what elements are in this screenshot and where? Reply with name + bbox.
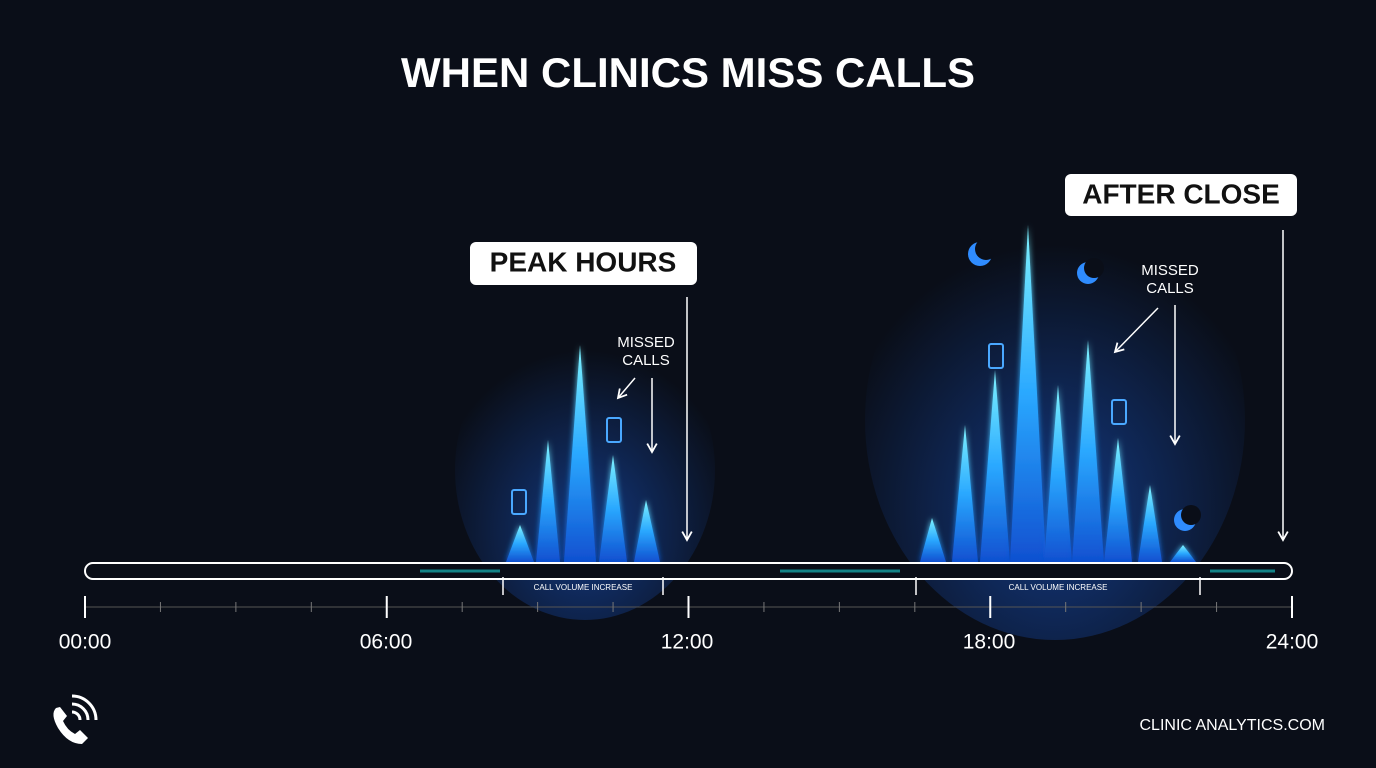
spike <box>1170 545 1196 562</box>
time-label: 00:00 <box>59 631 112 654</box>
spike <box>1072 340 1104 562</box>
note-line: MISSED <box>1141 262 1199 279</box>
ticks <box>84 596 1293 618</box>
moon-cut <box>1084 258 1104 278</box>
spike <box>506 525 534 562</box>
phone-logo <box>53 694 98 744</box>
moon-cut <box>975 238 997 260</box>
callout-box <box>470 242 697 285</box>
note-arrow <box>616 377 636 400</box>
timeline-bar <box>84 562 1293 580</box>
time-label: 06:00 <box>360 631 413 654</box>
spike <box>1138 485 1162 562</box>
callout-label: AFTER CLOSE <box>1082 178 1280 209</box>
spikes-after <box>920 225 1196 562</box>
note-line: MISSED <box>617 334 675 351</box>
spike <box>536 440 560 562</box>
note-line: CALLS <box>1146 280 1194 297</box>
footer: CLINIC ANALYTICS.COM <box>1139 717 1325 734</box>
spike <box>634 500 660 562</box>
spike <box>1044 385 1072 562</box>
spike <box>1010 225 1046 562</box>
icons <box>511 238 1201 531</box>
title: WHEN CLINICS MISS CALLS <box>401 49 975 96</box>
logo-handset <box>53 707 88 744</box>
phone-icon <box>988 343 1004 369</box>
range-label: CALL VOLUME INCREASE <box>534 583 633 592</box>
moon-cut <box>1181 505 1201 525</box>
callout-box <box>1065 174 1297 216</box>
time-label: 12:00 <box>661 631 714 654</box>
spike <box>980 370 1010 562</box>
note-line: CALLS <box>622 352 670 369</box>
logo-waves <box>71 694 98 721</box>
callout-label: PEAK HOURS <box>490 246 677 277</box>
spike <box>920 518 946 562</box>
spike <box>952 425 978 562</box>
range-label: CALL VOLUME INCREASE <box>1009 583 1108 592</box>
spike <box>599 455 627 562</box>
spikes-peak <box>506 345 660 562</box>
spike <box>1104 438 1132 562</box>
phone-icon <box>606 417 622 443</box>
time-label: 24:00 <box>1266 631 1319 654</box>
phone-icon <box>1111 399 1127 425</box>
spike <box>564 345 596 562</box>
time-label: 18:00 <box>963 631 1016 654</box>
phone-icon <box>511 489 527 515</box>
note-arrow <box>1113 307 1159 354</box>
